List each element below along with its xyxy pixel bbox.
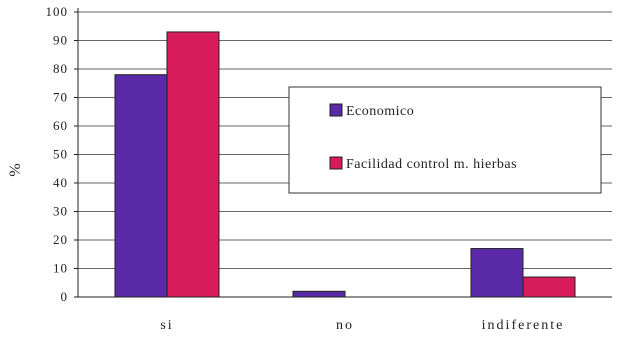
y-tick-label-0: 0 <box>61 289 69 304</box>
y-tick-label-9: 90 <box>53 33 68 48</box>
y-tick-label-5: 50 <box>53 147 68 162</box>
legend-box <box>288 86 602 194</box>
x-category-label-2: indiferente <box>482 318 565 333</box>
y-tick-label-10: 100 <box>46 4 69 19</box>
x-category-label-0: si <box>160 318 173 333</box>
y-tick-label-6: 60 <box>53 118 68 133</box>
bar-si-series-1 <box>166 31 220 298</box>
y-tick-labels: 0 10 20 30 40 50 60 70 80 90 100 <box>46 4 69 304</box>
y-tick-label-7: 70 <box>53 90 68 105</box>
y-axis-title: % <box>7 163 24 176</box>
legend-label-0: Economico <box>346 104 414 119</box>
legend-swatch-0 <box>329 103 343 117</box>
y-tick-label-1: 10 <box>53 261 68 276</box>
bar-no-series-0 <box>292 290 346 298</box>
legend: Economico Facilidad control m. hierbas <box>288 86 602 194</box>
y-tick-label-3: 30 <box>53 204 68 219</box>
bars <box>114 31 576 298</box>
bar-indiferente-series-1 <box>522 276 576 298</box>
x-category-labels: si no indiferente <box>160 318 565 333</box>
bar-si-series-0 <box>114 74 168 298</box>
y-tick-label-8: 80 <box>53 61 68 76</box>
y-tick-label-2: 20 <box>53 232 68 247</box>
legend-label-1: Facilidad control m. hierbas <box>346 157 517 172</box>
y-tick-label-4: 40 <box>53 175 68 190</box>
legend-swatch-1 <box>329 156 343 170</box>
bar-indiferente-series-0 <box>470 248 524 298</box>
x-category-label-1: no <box>336 318 354 333</box>
